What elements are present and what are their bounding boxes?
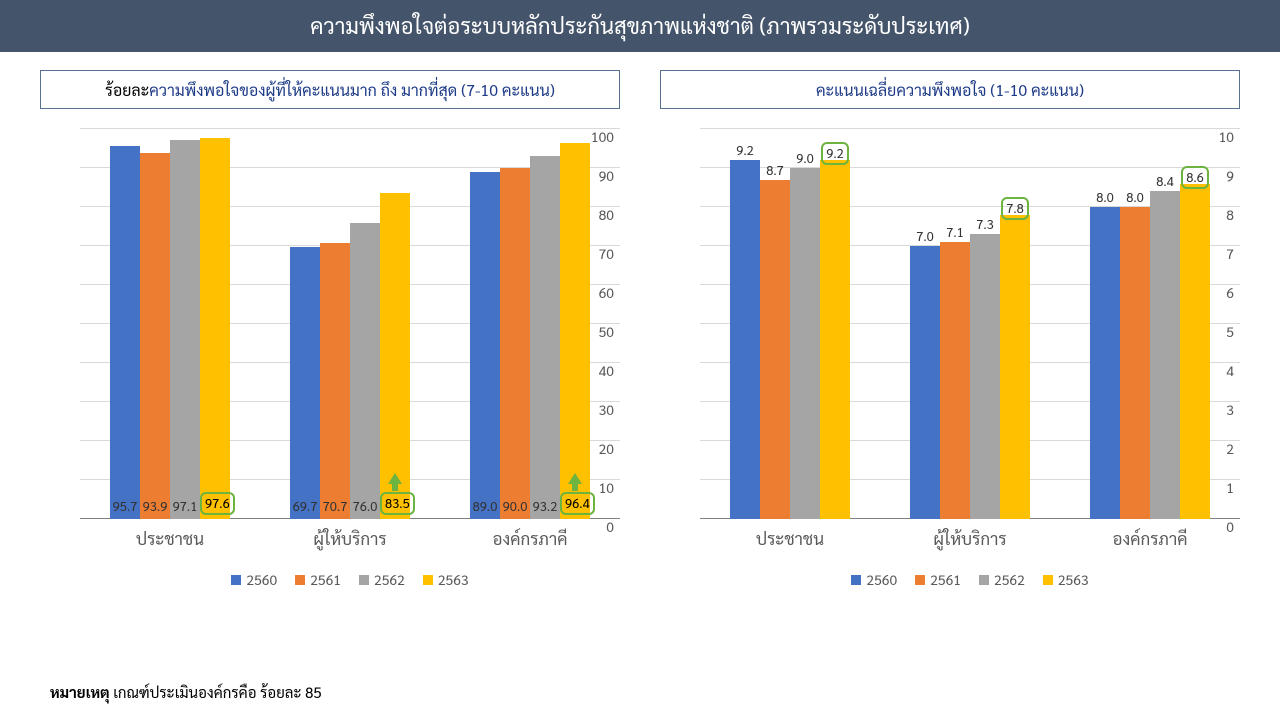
right-chart: คะแนนเฉลี่ยความพึงพอใจ (1-10 คะแนน) 0123…	[660, 70, 1240, 589]
bar-value-label: 8.6	[1180, 166, 1210, 189]
bar: 8.0	[1090, 207, 1120, 519]
bar: 97.6	[200, 138, 230, 519]
bar: 9.0	[790, 168, 820, 519]
bar-value-label: 69.7	[290, 498, 320, 515]
bar-group: 89.090.093.296.4	[440, 129, 620, 519]
legend-item: 2563	[423, 571, 469, 589]
legend-label: 2560	[866, 571, 897, 589]
bar: 7.0	[910, 246, 940, 519]
footnote: หมายเหตุ เกณฑ์ประเมินองค์กรคือ ร้อยละ 85	[50, 683, 322, 702]
bar: 9.2	[820, 160, 850, 519]
legend-item: 2560	[851, 571, 897, 589]
charts-row: ร้อยละความพึงพอใจของผู้ที่ให้คะแนนมาก ถึ…	[0, 52, 1280, 589]
left-chart-title: ร้อยละความพึงพอใจของผู้ที่ให้คะแนนมาก ถึ…	[40, 70, 620, 109]
bar: 76.0	[350, 223, 380, 519]
bar-value-label: 89.0	[470, 498, 500, 515]
legend-swatch	[851, 575, 861, 585]
bar-group: 8.08.08.48.6	[1060, 129, 1240, 519]
bar-group: 9.28.79.09.2	[700, 129, 880, 519]
x-axis-label: ประชาชน	[80, 527, 260, 549]
bar-value-label: 9.0	[790, 150, 820, 167]
bar-value-label: 8.7	[760, 162, 790, 179]
legend-item: 2560	[231, 571, 277, 589]
legend: 2560 2561 2562 2563	[700, 571, 1240, 589]
bar: 69.7	[290, 247, 320, 519]
legend-label: 2562	[374, 571, 405, 589]
bar: 97.1	[170, 140, 200, 519]
bar-value-label: 7.1	[940, 224, 970, 241]
legend-label: 2563	[438, 571, 469, 589]
bar: 83.5	[380, 193, 410, 519]
legend-item: 2561	[295, 571, 341, 589]
bar-value-label: 9.2	[820, 142, 850, 165]
bar-value-label: 9.2	[730, 142, 760, 159]
bar: 90.0	[500, 168, 530, 519]
bar: 96.4	[560, 143, 590, 519]
legend-label: 2560	[246, 571, 277, 589]
bar: 7.3	[970, 234, 1000, 519]
bar-value-label: 7.3	[970, 216, 1000, 233]
left-chart-area: 010203040506070809010095.793.997.197.669…	[40, 129, 620, 589]
x-axis-label: ผู้ให้บริการ	[260, 527, 440, 549]
x-axis-label: องค์กรภาคี	[1060, 527, 1240, 549]
bar: 93.9	[140, 153, 170, 519]
legend-label: 2563	[1058, 571, 1089, 589]
legend-swatch	[979, 575, 989, 585]
legend-swatch	[231, 575, 241, 585]
legend-label: 2562	[994, 571, 1025, 589]
bar-value-label: 93.2	[530, 498, 560, 515]
bar: 70.7	[320, 243, 350, 519]
bar-value-label: 8.0	[1090, 189, 1120, 206]
bar-value-label: 90.0	[500, 498, 530, 515]
bar-value-label: 93.9	[140, 498, 170, 515]
bar-value-label: 7.8	[1000, 197, 1030, 220]
legend-swatch	[359, 575, 369, 585]
legend-swatch	[295, 575, 305, 585]
legend-item: 2562	[979, 571, 1025, 589]
left-title-blue: ความพึงพอใจของผู้ที่ให้คะแนนมาก ถึง มากท…	[149, 79, 555, 100]
left-title-prefix: ร้อยละ	[105, 79, 149, 100]
legend-item: 2563	[1043, 571, 1089, 589]
bar-value-label: 8.4	[1150, 173, 1180, 190]
legend-label: 2561	[310, 571, 341, 589]
right-title-blue: คะแนนเฉลี่ยความพึงพอใจ (1-10 คะแนน)	[816, 79, 1084, 100]
bar: 7.8	[1000, 215, 1030, 519]
footnote-bold: หมายเหตุ	[50, 683, 110, 702]
bar: 8.4	[1150, 191, 1180, 519]
legend-item: 2561	[915, 571, 961, 589]
legend-item: 2562	[359, 571, 405, 589]
legend-label: 2561	[930, 571, 961, 589]
x-axis-label: ผู้ให้บริการ	[880, 527, 1060, 549]
bar: 8.0	[1120, 207, 1150, 519]
page-title: ความพึงพอใจต่อระบบหลักประกันสุขภาพแห่งชา…	[0, 0, 1280, 52]
x-axis-label: องค์กรภาคี	[440, 527, 620, 549]
footnote-rest: เกณฑ์ประเมินองค์กรคือ ร้อยละ 85	[110, 683, 322, 702]
bar-group: 7.07.17.37.8	[880, 129, 1060, 519]
bar-group: 95.793.997.197.6	[80, 129, 260, 519]
x-axis-label: ประชาชน	[700, 527, 880, 549]
bar: 93.2	[530, 156, 560, 519]
bar-value-label: 97.1	[170, 498, 200, 515]
bar: 8.7	[760, 180, 790, 519]
bar-value-label: 76.0	[350, 498, 380, 515]
bar: 89.0	[470, 172, 500, 519]
bar: 9.2	[730, 160, 760, 519]
bar-group: 69.770.776.083.5	[260, 129, 440, 519]
right-chart-area: 0123456789109.28.79.09.27.07.17.37.88.08…	[660, 129, 1240, 589]
legend-swatch	[1043, 575, 1053, 585]
bar: 8.6	[1180, 184, 1210, 519]
bar-value-label: 70.7	[320, 498, 350, 515]
bar: 7.1	[940, 242, 970, 519]
left-chart: ร้อยละความพึงพอใจของผู้ที่ให้คะแนนมาก ถึ…	[40, 70, 620, 589]
bar-value-label: 95.7	[110, 498, 140, 515]
legend-swatch	[915, 575, 925, 585]
legend: 2560 2561 2562 2563	[80, 571, 620, 589]
legend-swatch	[423, 575, 433, 585]
bar: 95.7	[110, 146, 140, 519]
bar-value-label: 7.0	[910, 228, 940, 245]
right-chart-title: คะแนนเฉลี่ยความพึงพอใจ (1-10 คะแนน)	[660, 70, 1240, 109]
bar-value-label: 8.0	[1120, 189, 1150, 206]
